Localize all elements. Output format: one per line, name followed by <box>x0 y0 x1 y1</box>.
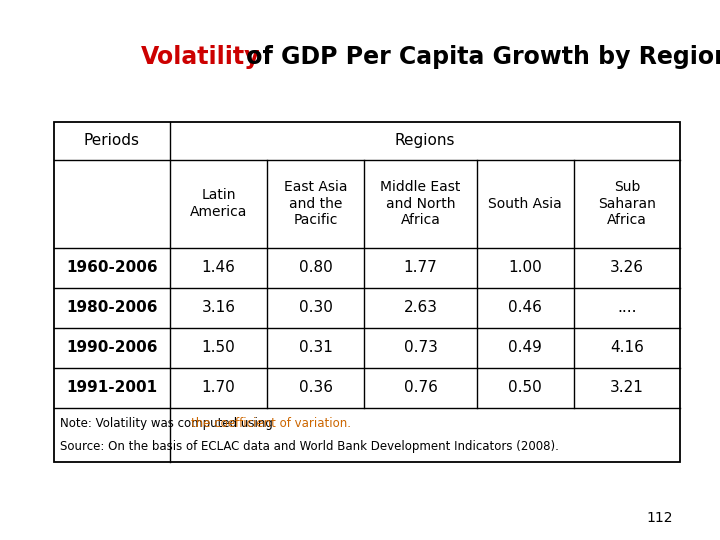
Text: 0.49: 0.49 <box>508 340 542 355</box>
Text: 1980-2006: 1980-2006 <box>66 300 158 315</box>
Text: 1990-2006: 1990-2006 <box>66 340 158 355</box>
Text: Note: Volatility was computed using: Note: Volatility was computed using <box>60 417 276 430</box>
Text: East Asia
and the
Pacific: East Asia and the Pacific <box>284 180 347 227</box>
Text: Regions: Regions <box>395 133 455 148</box>
Text: Periods: Periods <box>84 133 140 148</box>
Text: Sub
Saharan
Africa: Sub Saharan Africa <box>598 180 656 227</box>
Text: Source: On the basis of ECLAC data and World Bank Development Indicators (2008).: Source: On the basis of ECLAC data and W… <box>60 440 559 453</box>
Text: Volatility: Volatility <box>141 45 261 69</box>
Text: ....: .... <box>618 300 637 315</box>
Text: 1.00: 1.00 <box>508 260 542 275</box>
Text: 3.26: 3.26 <box>610 260 644 275</box>
Text: 1991-2001: 1991-2001 <box>66 380 158 395</box>
Text: 3.21: 3.21 <box>611 380 644 395</box>
Text: 0.46: 0.46 <box>508 300 542 315</box>
Text: the coefficient of variation.: the coefficient of variation. <box>191 417 351 430</box>
Text: of GDP Per Capita Growth by Region: of GDP Per Capita Growth by Region <box>238 45 720 69</box>
Text: 2.63: 2.63 <box>403 300 438 315</box>
Text: 0.31: 0.31 <box>299 340 333 355</box>
Text: 112: 112 <box>647 511 673 525</box>
Text: 0.73: 0.73 <box>403 340 437 355</box>
Text: 1.77: 1.77 <box>404 260 437 275</box>
Text: 0.80: 0.80 <box>299 260 333 275</box>
Text: South Asia: South Asia <box>488 197 562 211</box>
Text: 0.76: 0.76 <box>403 380 437 395</box>
Text: 0.36: 0.36 <box>299 380 333 395</box>
Text: 4.16: 4.16 <box>611 340 644 355</box>
Text: 1.46: 1.46 <box>202 260 235 275</box>
Text: 3.16: 3.16 <box>202 300 235 315</box>
Text: 1960-2006: 1960-2006 <box>66 260 158 275</box>
Text: 0.30: 0.30 <box>299 300 333 315</box>
Text: 0.50: 0.50 <box>508 380 542 395</box>
Text: Middle East
and North
Africa: Middle East and North Africa <box>380 180 461 227</box>
Text: 1.50: 1.50 <box>202 340 235 355</box>
Text: 1.70: 1.70 <box>202 380 235 395</box>
Text: Latin
America: Latin America <box>190 188 247 219</box>
